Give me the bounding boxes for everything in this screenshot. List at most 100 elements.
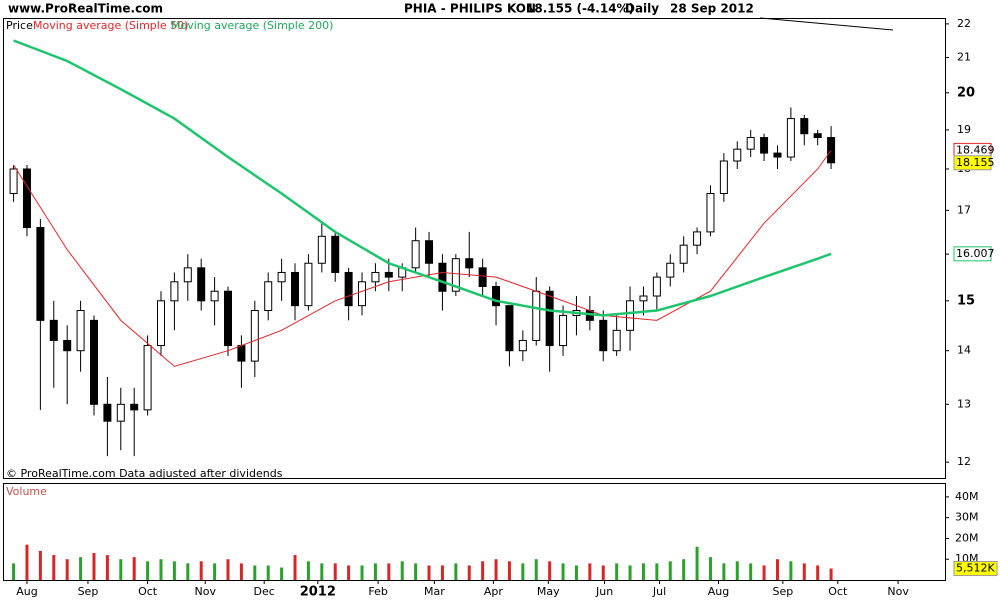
x-tick-label: Nov (194, 585, 216, 598)
volume-tick-label: 40M (955, 490, 979, 503)
x-tick-label: Dec (254, 585, 275, 598)
candle-body (733, 148, 742, 162)
candle-body (639, 295, 648, 302)
x-tick-label: Jun (595, 585, 613, 598)
candle-body (612, 329, 621, 352)
volume-bar (655, 563, 659, 580)
candle-body (89, 319, 98, 405)
candle-body (746, 137, 755, 150)
volume-bar (306, 561, 310, 580)
site-name: www.ProRealTime.com (8, 2, 163, 16)
volume-bar (92, 552, 96, 580)
volume-bar (467, 565, 471, 580)
candle-body (451, 258, 460, 292)
candle-body (599, 319, 608, 352)
candle-body (411, 240, 420, 269)
candle-body (36, 227, 45, 321)
date: 28 Sep 2012 (670, 2, 754, 16)
candle-body (425, 240, 434, 264)
volume-bar (789, 561, 793, 580)
legend-price: Price (6, 19, 33, 32)
volume-bar (25, 544, 29, 580)
legend-ma50: Moving average (Simple 50) (33, 19, 188, 32)
candle-body (143, 345, 152, 411)
candle-body (719, 160, 728, 195)
y-tick-label: 17 (957, 203, 971, 216)
x-tick-label: Aug (16, 585, 37, 598)
candle-body (76, 310, 85, 352)
candle-body (116, 403, 125, 422)
volume-tick-label: 30M (955, 511, 979, 524)
x-tick-label: Sep (772, 585, 793, 598)
candle-body (237, 345, 246, 362)
candle-body (492, 285, 501, 307)
volume-bar (360, 565, 364, 580)
volume-bar (132, 557, 136, 580)
volume-bar (802, 563, 806, 580)
volume-bar (280, 567, 284, 580)
volume-bar (601, 565, 605, 580)
volume-bar (373, 563, 377, 580)
volume-bar (38, 550, 42, 580)
volume-bar (641, 563, 645, 580)
volume-bar (387, 563, 391, 580)
close-tag: 18.155 (956, 156, 995, 169)
volume-bar (615, 563, 619, 580)
volume-bar (414, 563, 418, 580)
x-tick-label: Jul (652, 585, 666, 598)
candle-body (224, 290, 233, 347)
candle-body (9, 168, 18, 195)
volume-bar (293, 555, 297, 580)
volume-bar (146, 561, 150, 580)
candle-body (22, 168, 31, 229)
candle-body (626, 300, 635, 331)
candle-body (666, 262, 675, 278)
candle-body (384, 271, 393, 278)
price-panel (3, 18, 946, 479)
candle-body (183, 267, 192, 283)
volume-bar (213, 563, 217, 580)
volume-bar (119, 559, 123, 580)
volume-bar (427, 565, 431, 580)
volume-bar (454, 563, 458, 580)
volume-bar (521, 563, 525, 580)
candle-body (438, 262, 447, 292)
volume-bar (320, 563, 324, 580)
y-tick-label: 22 (957, 17, 971, 30)
candle-body (156, 300, 165, 347)
x-tick-label: 2012 (300, 585, 336, 600)
volume-bar (695, 546, 699, 580)
volume-bar (574, 565, 578, 580)
volume-bar (52, 555, 56, 580)
volume-bar (507, 561, 511, 580)
candle-body (813, 133, 822, 139)
candle-body (679, 244, 688, 264)
x-tick-label: Oct (138, 585, 158, 598)
candle-body (693, 231, 702, 246)
volume-bar (548, 561, 552, 580)
trend-line (759, 17, 894, 31)
candle-body (250, 310, 259, 362)
legend-ma200: Moving average (Simple 200) (171, 19, 333, 32)
candle-body (505, 305, 514, 352)
y-tick-label: 14 (957, 344, 971, 357)
candle-body (532, 290, 541, 341)
volume-bar (172, 561, 176, 580)
candle-body (478, 267, 487, 287)
ma-line (13, 150, 832, 367)
candle-body (264, 281, 273, 312)
volume-bar (628, 565, 632, 580)
volume-bar (722, 563, 726, 580)
volume-bar (816, 565, 820, 580)
volume-bar (481, 561, 485, 580)
x-tick-label: Aug (708, 585, 729, 598)
x-tick-label: Feb (368, 585, 387, 598)
volume-bar (440, 565, 444, 580)
volume-bar (682, 559, 686, 580)
volume-tick-label: 20M (955, 531, 979, 544)
volume-bar (494, 559, 498, 580)
volume-bar (266, 565, 270, 580)
candle-body (277, 271, 286, 283)
footer: © ProRealTime.com Data adjusted after di… (6, 467, 283, 480)
